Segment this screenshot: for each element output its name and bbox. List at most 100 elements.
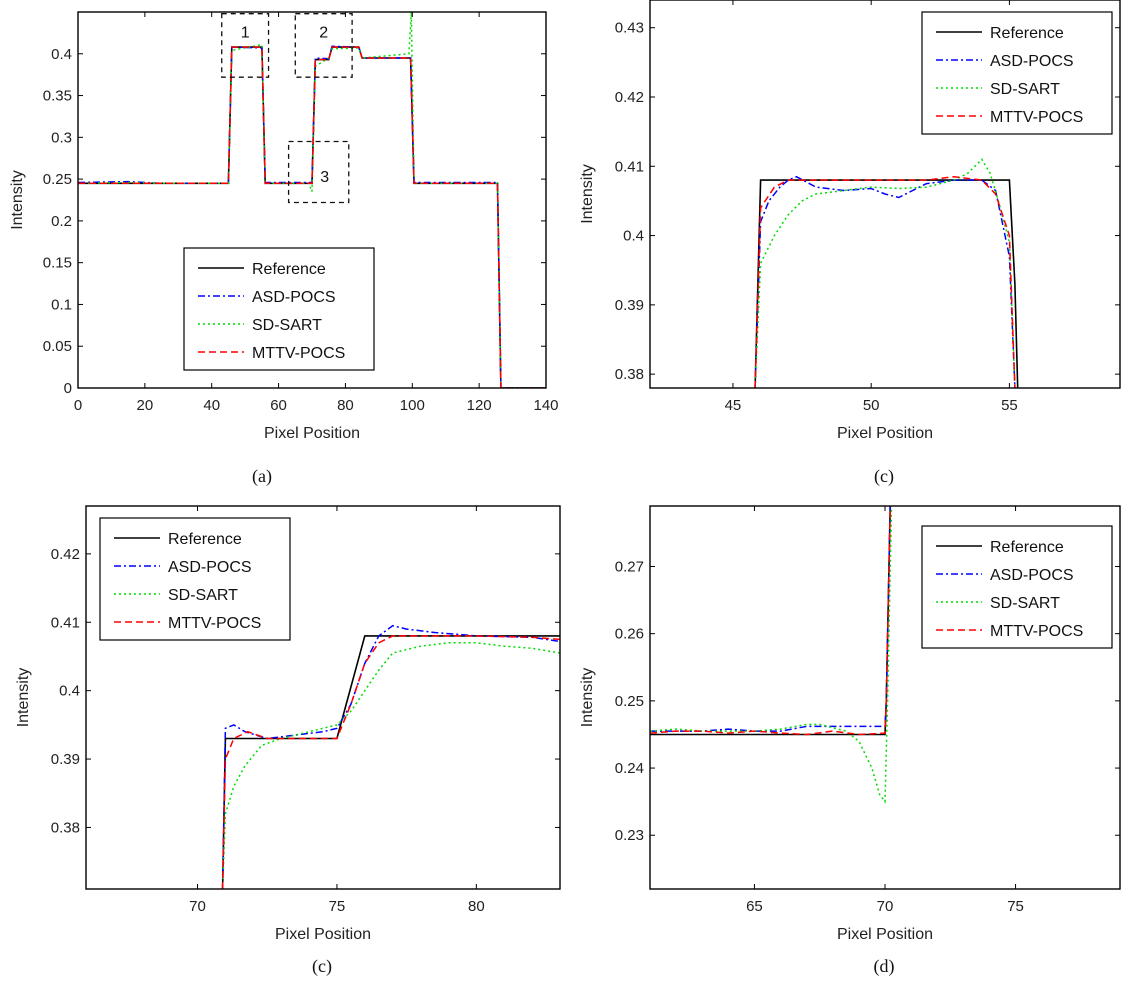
x-axis-label: Pixel Position xyxy=(264,425,360,442)
x-tick-label: 120 xyxy=(467,397,492,414)
series-line-asd-pocs xyxy=(754,175,1016,388)
series-line-mttv-pocs xyxy=(221,635,560,889)
y-tick-label: 0.38 xyxy=(615,366,644,383)
x-tick-label: 65 xyxy=(746,898,763,915)
legend: Reference ASD-POCS SD-SART MTTV-POCS xyxy=(921,11,1113,135)
legend-label-asd-pocs: ASD-POCS xyxy=(990,53,1074,70)
zoom-box-1 xyxy=(221,13,270,78)
legend-label-asd-pocs: ASD-POCS xyxy=(990,567,1074,584)
zoom-box-label-1: 1 xyxy=(241,25,250,42)
y-tick-label: 0.25 xyxy=(615,693,644,710)
x-tick-label: 100 xyxy=(400,397,425,414)
x-axis-label: Pixel Position xyxy=(837,926,933,943)
axes-frame xyxy=(77,11,547,389)
zoom-box-2 xyxy=(294,13,353,78)
x-tick-label: 40 xyxy=(203,397,220,414)
y-tick-label: 0.35 xyxy=(43,88,72,105)
zoom-box-3 xyxy=(287,140,350,204)
y-tick-label: 0.38 xyxy=(51,819,80,836)
y-tick-label: 0.4 xyxy=(623,228,644,245)
legend: Reference ASD-POCS SD-SART MTTV-POCS xyxy=(99,517,291,641)
legend-label-asd-pocs: ASD-POCS xyxy=(168,559,252,576)
y-tick-label: 0.26 xyxy=(615,626,644,643)
y-tick-label: 0.42 xyxy=(615,89,644,106)
y-axis-label: Intensity xyxy=(9,170,26,230)
legend-label-mttv-pocs: MTTV-POCS xyxy=(990,623,1083,640)
y-tick-label: 0.05 xyxy=(43,338,72,355)
series-line-sd-sart xyxy=(650,506,893,804)
series-line-asd-pocs xyxy=(650,506,891,732)
y-tick-label: 0.43 xyxy=(615,20,644,37)
series-line-asd-pocs xyxy=(221,624,560,889)
x-tick-label: 80 xyxy=(468,898,485,915)
panel-caption: (c) xyxy=(874,466,894,487)
legend-label-reference: Reference xyxy=(252,261,326,278)
x-axis-label: Pixel Position xyxy=(275,926,371,943)
legend-label-sd-sart: SD-SART xyxy=(990,81,1060,98)
x-tick-label: 55 xyxy=(1001,397,1018,414)
x-tick-label: 60 xyxy=(270,397,287,414)
zoom-box-label-3: 3 xyxy=(320,169,329,186)
x-tick-label: 20 xyxy=(137,397,154,414)
x-axis-label: Pixel Position xyxy=(837,425,933,442)
y-tick-label: 0.3 xyxy=(51,129,72,146)
y-tick-label: 0.4 xyxy=(51,46,72,63)
legend-label-reference: Reference xyxy=(168,531,242,548)
y-tick-label: 0.25 xyxy=(43,171,72,188)
panel-caption: (c) xyxy=(312,956,332,977)
x-tick-label: 75 xyxy=(329,898,346,915)
y-axis-label: Intensity xyxy=(15,668,32,728)
x-tick-label: 70 xyxy=(877,898,894,915)
y-tick-label: 0.23 xyxy=(615,827,644,844)
series-line-reference xyxy=(221,635,560,889)
x-tick-label: 140 xyxy=(533,397,558,414)
series-line-sd-sart xyxy=(221,642,560,889)
zoom-box-label-2: 2 xyxy=(319,25,328,42)
legend-label-reference: Reference xyxy=(990,539,1064,556)
x-tick-label: 45 xyxy=(725,397,742,414)
legend-label-mttv-pocs: MTTV-POCS xyxy=(252,345,345,362)
series-line-reference xyxy=(650,506,891,736)
chart-panel-1: 45 50 55 0.38 0.39 0.4 0.41 0.42 0.43 Pixel Posit… xyxy=(579,0,1121,487)
series-line-mttv-pocs xyxy=(78,46,546,388)
legend-label-asd-pocs: ASD-POCS xyxy=(252,289,336,306)
y-tick-label: 0.4 xyxy=(59,683,80,700)
legend-label-sd-sart: SD-SART xyxy=(990,595,1060,612)
y-tick-label: 0.1 xyxy=(51,296,72,313)
chart-panel-0: 1 2 3 0 20 40 60 80 100 120 140 0 0.05 0.1 0.15 0.2 0.25… xyxy=(9,11,559,487)
y-tick-label: 0.39 xyxy=(51,751,80,768)
x-tick-label: 70 xyxy=(189,898,206,915)
y-tick-label: 0.27 xyxy=(615,558,644,575)
x-tick-label: 80 xyxy=(337,397,354,414)
legend-label-sd-sart: SD-SART xyxy=(168,587,238,604)
y-tick-label: 0.41 xyxy=(51,614,80,631)
series-line-mttv-pocs xyxy=(650,506,891,736)
series-line-reference xyxy=(754,179,1019,388)
y-tick-label: 0.42 xyxy=(51,546,80,563)
series-line-asd-pocs xyxy=(78,45,546,388)
y-tick-label: 0.15 xyxy=(43,255,72,272)
series-line-mttv-pocs xyxy=(754,175,1016,388)
y-tick-label: 0.24 xyxy=(615,760,644,777)
chart-panel-3: 65 70 75 0.23 0.24 0.25 0.26 0.27 Pixel Position… xyxy=(579,505,1121,977)
y-tick-label: 0 xyxy=(64,380,72,397)
x-tick-label: 0 xyxy=(74,397,82,414)
panel-caption: (a) xyxy=(252,466,272,487)
legend: Reference ASD-POCS SD-SART MTTV-POCS xyxy=(183,247,375,371)
x-tick-label: 50 xyxy=(863,397,880,414)
y-tick-label: 0.41 xyxy=(615,158,644,175)
series-line-sd-sart xyxy=(754,158,1016,388)
legend-label-mttv-pocs: MTTV-POCS xyxy=(990,109,1083,126)
y-axis-label: Intensity xyxy=(579,164,596,224)
legend-label-mttv-pocs: MTTV-POCS xyxy=(168,615,261,632)
axes-frame xyxy=(649,0,1121,389)
chart-panel-2: 70 75 80 0.38 0.39 0.4 0.41 0.42 Pixel Position I… xyxy=(15,505,561,977)
panel-caption: (d) xyxy=(874,956,895,977)
y-axis-label: Intensity xyxy=(579,668,596,728)
y-tick-label: 0.39 xyxy=(615,297,644,314)
x-tick-label: 75 xyxy=(1007,898,1024,915)
series-line-sd-sart xyxy=(78,12,546,388)
y-tick-label: 0.2 xyxy=(51,213,72,230)
axes-frame xyxy=(85,505,561,890)
